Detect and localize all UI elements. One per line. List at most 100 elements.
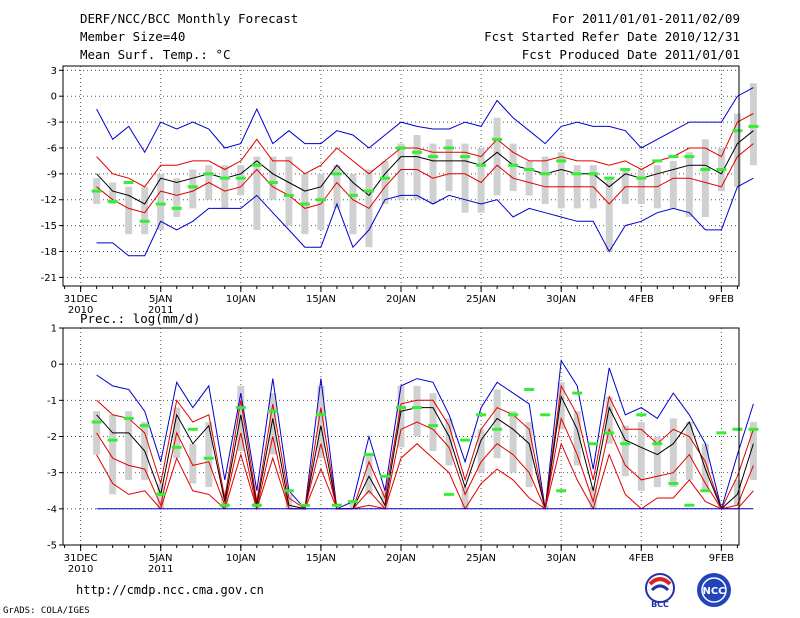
temp-y-tick-label: -18 [41, 247, 57, 258]
prec-x-tick-label: 31DEC [64, 553, 98, 564]
prec-spread-box [637, 422, 645, 491]
temp-spread-box [237, 165, 245, 196]
prec-x-year-label: 2010 [68, 564, 93, 575]
temp-spread-box [157, 173, 165, 230]
temp-spread-box [317, 173, 325, 230]
prec-spread-box [557, 382, 565, 430]
grads-credit: GrADS: COLA/IGES [3, 606, 90, 616]
prec-spread-box [493, 389, 501, 459]
temp-spread-box [285, 156, 293, 226]
prec-spread-box [109, 414, 117, 495]
prec-x-tick-label: 20JAN [386, 553, 416, 564]
variable-temp-label: Mean Surf. Temp.: °C [80, 47, 231, 62]
prec-y-tick-label: -2 [47, 432, 57, 443]
temp-spread-box [381, 160, 389, 205]
prec-y-tick-label: -4 [47, 504, 57, 515]
prec-spread-box [749, 422, 757, 480]
prec-spread-box [733, 479, 741, 506]
temp-x-tick-label: 15JAN [306, 294, 336, 305]
prec-spread-box [653, 436, 661, 488]
temp-spread-box [733, 113, 741, 187]
temp-spread-box [221, 165, 229, 209]
prec-spread-box [125, 411, 133, 480]
temp-x-tick-label: 4FEB [629, 294, 654, 305]
temp-spread-box [269, 156, 277, 200]
prec-x-tick-label: 5JAN [149, 553, 172, 564]
temp-series-upper [96, 113, 754, 188]
temp-spread-box [509, 143, 517, 192]
temp-spread-box [189, 169, 197, 209]
bcc-logo-text: BCC [651, 600, 669, 609]
prec-spread-box [685, 422, 693, 480]
temp-spread-box [173, 178, 181, 217]
prec-spread-box [157, 483, 165, 509]
prec-y-tick-label: 1 [51, 324, 57, 335]
forecast-period: For 2011/01/01-2011/02/09 [551, 11, 740, 26]
prec-spread-box [461, 487, 469, 509]
temp-y-tick-label: -9 [47, 169, 57, 180]
prec-series-lower [96, 416, 754, 511]
prec-spread-box [573, 411, 581, 466]
prec-x-tick-label: 30JAN [546, 553, 576, 564]
temp-x-tick-label: 30JAN [546, 294, 576, 305]
prec-spread-box [413, 385, 421, 437]
prec-series-lowest [96, 442, 754, 511]
temp-spread-box [461, 143, 469, 213]
prec-spread-box [589, 487, 597, 509]
prec-spread-box [269, 393, 277, 455]
temp-x-year-label: 2010 [68, 305, 93, 316]
prec-spread-box [525, 422, 533, 488]
prec-spread-box [349, 501, 357, 509]
temp-x-tick-label: 25JAN [466, 294, 496, 305]
temp-spread-box [125, 186, 133, 235]
prec-spread-box [205, 422, 213, 488]
prec-spread-box [237, 385, 245, 451]
temp-y-tick-label: -3 [47, 118, 57, 129]
prec-series-upper [96, 384, 754, 511]
temp-x-tick-label: 31DEC [64, 294, 98, 305]
temp-spread-box [525, 160, 533, 196]
prec-spread-box [509, 411, 517, 473]
fcst-started-date: Fcst Started Refer Date 2010/12/31 [484, 29, 740, 44]
prec-x-tick-label: 9FEB [709, 553, 734, 564]
temp-y-tick-label: -6 [47, 143, 57, 154]
prec-spread-box [605, 396, 613, 444]
prec-spread-box [669, 418, 677, 488]
temp-spread-box [109, 182, 117, 205]
prec-series-max [96, 359, 754, 511]
prec-spread-box [285, 494, 293, 509]
temp-spread-box [605, 178, 613, 252]
prec-spread-box [621, 425, 629, 477]
prec-x-tick-label: 4FEB [629, 553, 654, 564]
member-size: Member Size=40 [80, 29, 186, 44]
prec-spread-box [429, 393, 437, 451]
temp-spread-box [685, 152, 693, 217]
prec-x-tick-label: 15JAN [306, 553, 336, 564]
temp-x-year-label: 2011 [148, 305, 173, 316]
source-url[interactable]: http://cmdp.ncc.cma.gov.cn [76, 583, 264, 597]
prec-spread-box [317, 385, 325, 459]
temp-y-tick-label: -21 [41, 273, 57, 284]
temp-spread-box [557, 152, 565, 209]
temp-x-tick-label: 10JAN [226, 294, 256, 305]
prec-spread-box [701, 443, 709, 491]
temp-spread-box [477, 147, 485, 213]
bcc-logo: BCC [645, 573, 675, 609]
prec-series-mean [96, 395, 754, 510]
prec-spread-box [445, 418, 453, 466]
temp-x-tick-label: 5JAN [149, 294, 172, 305]
temp-spread-box [413, 135, 421, 200]
prec-x-year-label: 2011 [148, 564, 173, 575]
temp-spread-box [253, 156, 261, 230]
temp-spread-box [429, 143, 437, 205]
temp-y-tick-label: -12 [41, 195, 57, 206]
prec-y-tick-label: -1 [47, 396, 57, 407]
temperature-chart: 3 0 -3 -6 -9 -12 -15 -18 -21 31DEC 5JAN 10JAN 15JAN 2… [41, 65, 759, 316]
prec-x-tick-label: 25JAN [466, 553, 496, 564]
prec-y-tick-label: -3 [47, 468, 57, 479]
temp-spread-box [669, 160, 677, 209]
temp-series-max [96, 87, 754, 154]
prec-y-tick-label: -5 [47, 541, 57, 552]
prec-spread-box [365, 454, 373, 495]
